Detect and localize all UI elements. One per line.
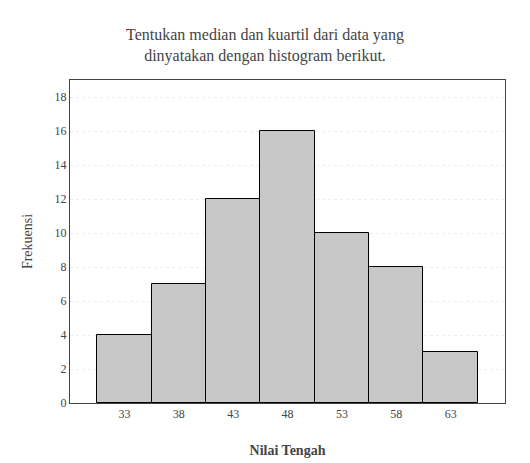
svg-text:0: 0 — [61, 396, 67, 410]
svg-text:12: 12 — [55, 192, 67, 206]
svg-text:14: 14 — [55, 158, 67, 172]
svg-text:53: 53 — [336, 407, 348, 421]
svg-text:Frekuensi: Frekuensi — [20, 214, 35, 269]
svg-text:Nilai Tengah: Nilai Tengah — [250, 443, 326, 458]
svg-text:63: 63 — [445, 407, 457, 421]
svg-text:16: 16 — [55, 124, 67, 138]
svg-text:43: 43 — [227, 407, 239, 421]
svg-text:18: 18 — [55, 90, 67, 104]
svg-text:38: 38 — [173, 407, 185, 421]
svg-text:48: 48 — [282, 407, 294, 421]
svg-text:6: 6 — [61, 294, 67, 308]
svg-text:33: 33 — [118, 407, 130, 421]
svg-text:58: 58 — [390, 407, 402, 421]
svg-text:2: 2 — [61, 362, 67, 376]
svg-text:Tentukan median dan kuartil da: Tentukan median dan kuartil dari data ya… — [126, 26, 404, 65]
svg-text:4: 4 — [61, 328, 67, 342]
svg-text:10: 10 — [55, 226, 67, 240]
svg-text:8: 8 — [61, 260, 67, 274]
